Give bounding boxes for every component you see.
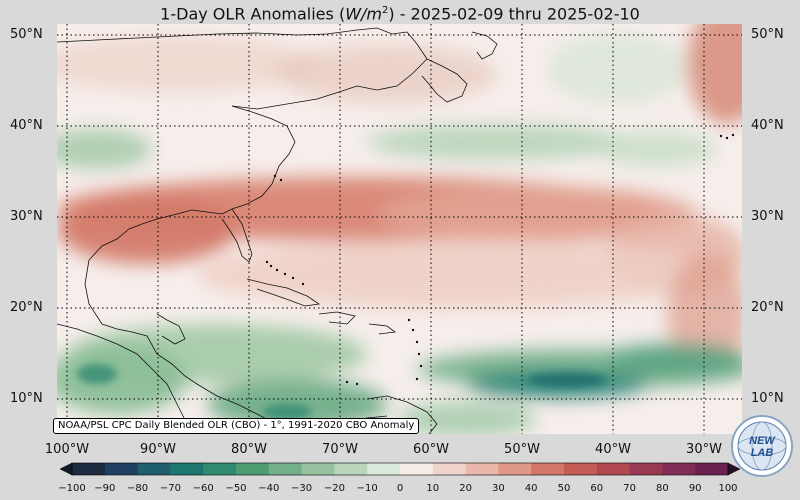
colorbar-tick-label: 10 [426,483,440,494]
colorbar-bin [498,463,532,475]
new-lab-logo: NEW LAB [731,415,793,477]
graticule [57,24,742,434]
colorbar-bin [236,463,270,475]
colorbar-bin [203,463,237,475]
colorbar-tick-label: −20 [323,483,345,494]
colorbar-tick-label: 80 [656,483,669,494]
colorbar-tick-label: −70 [159,483,181,494]
chart-title: 1-Day OLR Anomalies (W/m2) - 2025-02-09 … [160,4,640,24]
lon-label-70w: 70°W [322,442,358,457]
colorbar [60,462,740,476]
colorbar-tick-label: −100 [58,483,86,494]
lat-label-50n-right: 50°N [751,27,784,42]
lon-label-100w: 100°W [44,442,90,457]
colorbar-bin [268,463,303,475]
colorbar-bin [629,463,663,475]
logo-text: NEW LAB [749,435,776,459]
colorbar-bin [104,463,139,475]
colorbar-tick-label: 100 [718,483,738,494]
data-source-note: NOAA/PSL CPC Daily Blended OLR (CBO) - 1… [53,418,420,434]
lon-label-50w: 50°W [504,442,540,457]
lat-label-20n-right: 20°N [751,300,784,315]
lat-label-20n-left: 20°N [10,300,43,315]
lat-label-40n-left: 40°N [10,118,43,133]
lat-label-10n-left: 10°N [10,391,43,406]
colorbar-tick-label: −80 [127,483,149,494]
colorbar-bin [301,463,335,475]
lat-label-30n-left: 30°N [10,209,43,224]
lat-label-50n-left: 50°N [10,27,43,42]
colorbar-bin [400,463,434,475]
colorbar-tick-label: 30 [492,483,505,494]
lon-label-30w: 30°W [686,442,722,457]
colorbar-tick-label: −40 [258,483,280,494]
colorbar-tick-label: −50 [225,483,247,494]
colorbar-bin [662,463,696,475]
colorbar-bin [137,463,171,475]
colorbar-tick-label: 50 [557,483,571,494]
colorbar-bin [465,463,499,475]
colorbar-bin [334,463,368,475]
colorbar-bin [695,463,729,475]
colorbar-tick-label: 70 [623,483,636,494]
colorbar-tick-label: 0 [396,483,404,494]
lat-label-10n-right: 10°N [751,391,784,406]
small-islands [265,133,735,386]
colorbar-tick-label: 40 [524,483,538,494]
lon-label-60w: 60°W [413,442,449,457]
olr-anomaly-map [57,24,742,434]
lon-label-40w: 40°W [595,442,631,457]
colorbar-border [71,462,729,476]
colorbar-tick-label: 20 [459,483,472,494]
colorbar-bin [72,463,106,475]
colorbar-bin [170,463,204,475]
colorbar-tick-label: −60 [192,483,214,494]
colorbar-bin [367,463,401,475]
lat-label-40n-right: 40°N [751,118,784,133]
colorbar-bin [432,463,467,475]
colorbar-bin [531,463,565,475]
colorbar-tick-label: 90 [688,483,702,494]
colorbar-tick-label: −10 [356,483,378,494]
colorbar-tick-label: 60 [590,483,604,494]
lon-label-90w: 90°W [140,442,176,457]
colorbar-bin [596,463,631,475]
colorbar-min-extend [60,462,73,476]
lon-label-80w: 80°W [231,442,267,457]
colorbar-bin [564,463,598,475]
colorbar-tick-label: −30 [291,483,313,494]
colorbar-tick-label: −90 [94,483,116,494]
lat-label-30n-right: 30°N [751,209,784,224]
